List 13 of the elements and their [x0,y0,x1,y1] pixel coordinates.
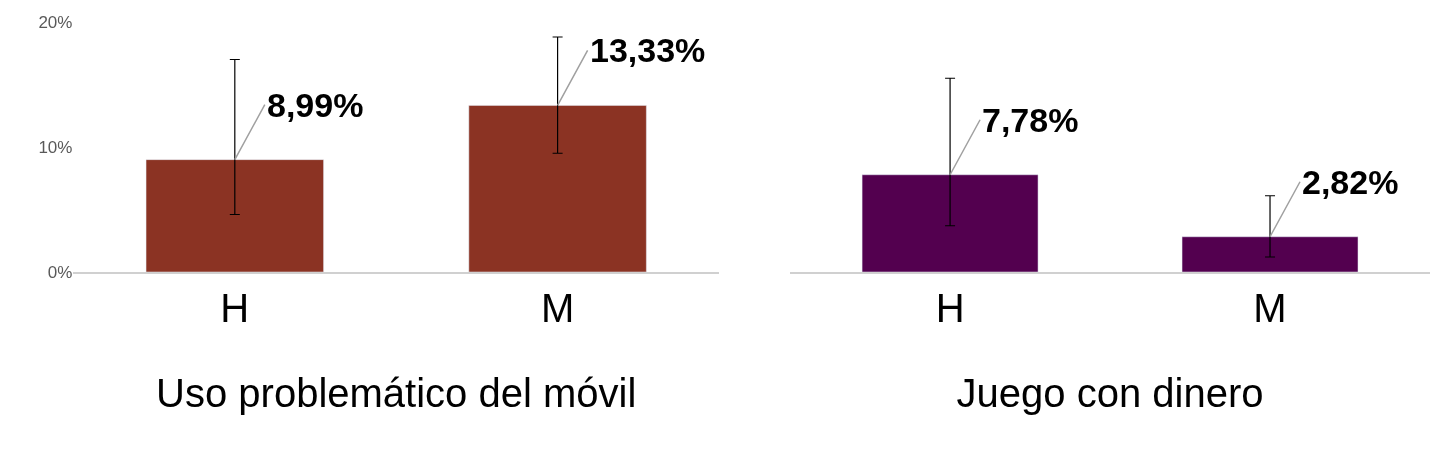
x-axis-title: Juego con dinero [956,370,1264,415]
y-tick-label: 10% [38,137,73,157]
x-axis-title: Uso problemático del móvil [156,370,637,415]
y-tick-label: 0% [47,262,73,282]
x-tick-label: H [220,285,250,330]
x-tick-label: M [540,285,575,330]
data-label: 13,33% [590,31,706,69]
x-tick-label: H [935,285,965,330]
y-tick-label: 20% [38,12,73,32]
x-tick-label: M [1253,285,1287,330]
data-label: 2,82% [1302,163,1399,201]
data-label: 7,78% [982,101,1079,139]
data-label: 8,99% [267,86,364,124]
